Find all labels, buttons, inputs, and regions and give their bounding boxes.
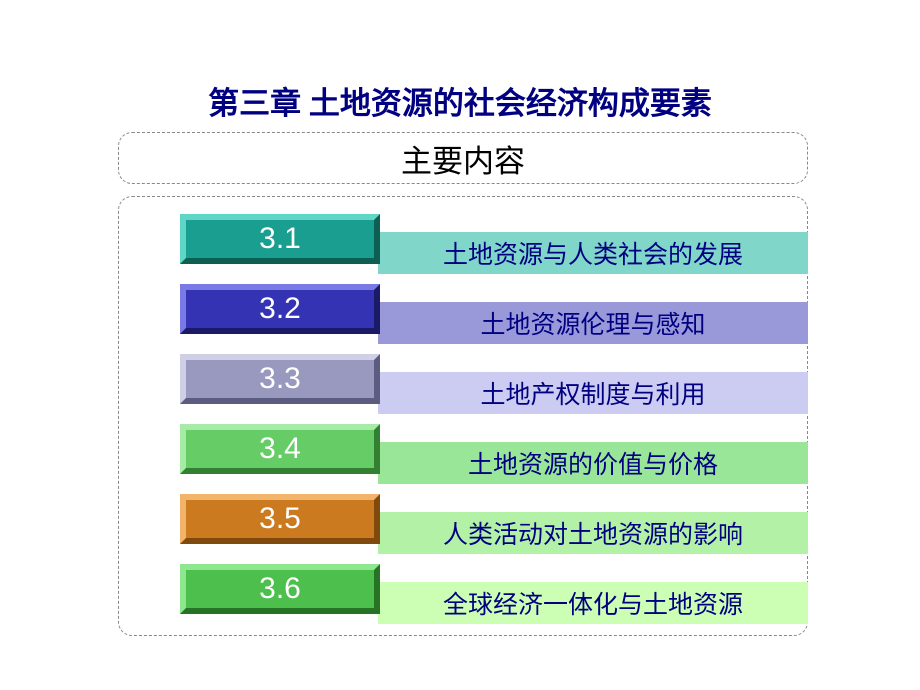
section-desc-3-5: 人类活动对土地资源的影响 (378, 512, 808, 554)
section-desc-3-2: 土地资源伦理与感知 (378, 302, 808, 344)
section-badge-3-4: 3.4 (180, 424, 380, 474)
section-desc-3-6: 全球经济一体化与土地资源 (378, 582, 808, 624)
section-badge-3-5: 3.5 (180, 494, 380, 544)
chapter-title: 第三章 土地资源的社会经济构成要素 (0, 78, 920, 123)
section-desc-3-4: 土地资源的价值与价格 (378, 442, 808, 484)
section-badge-3-2: 3.2 (180, 284, 380, 334)
section-badge-3-3: 3.3 (180, 354, 380, 404)
section-desc-3-1: 土地资源与人类社会的发展 (378, 232, 808, 274)
subtitle-box: 主要内容 (118, 132, 808, 184)
section-desc-3-3: 土地产权制度与利用 (378, 372, 808, 414)
section-badge-3-6: 3.6 (180, 564, 380, 614)
subtitle-text: 主要内容 (401, 136, 525, 181)
section-badge-3-1: 3.1 (180, 214, 380, 264)
